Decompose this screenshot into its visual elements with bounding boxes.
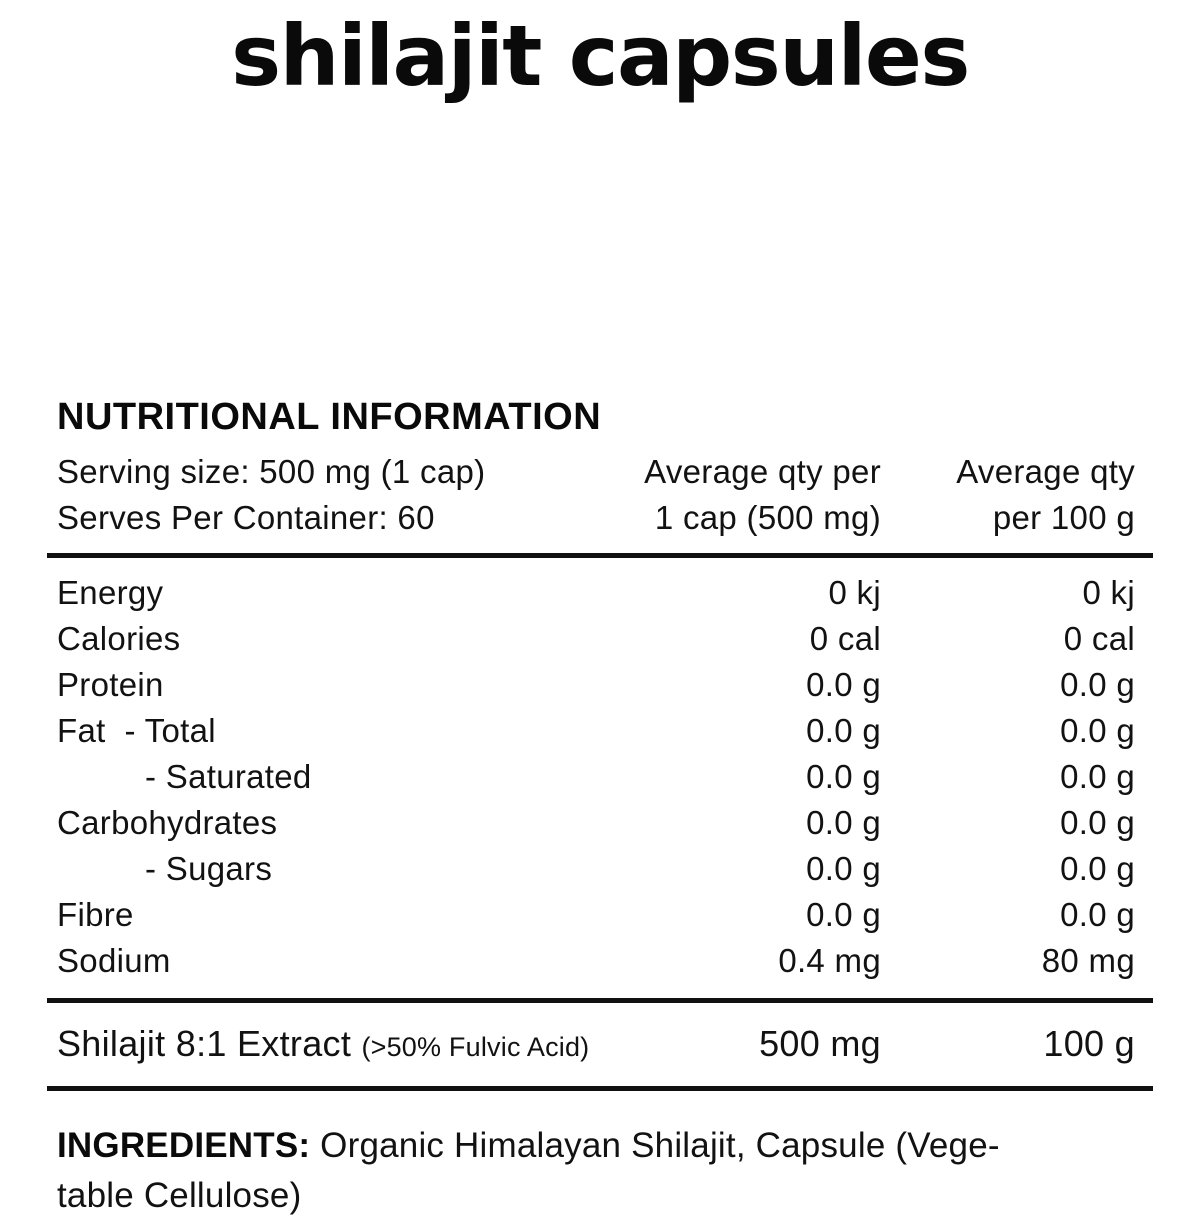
- value-per-100g: 0.0 g: [1060, 850, 1135, 888]
- value-per-serve: 0.0 g: [806, 758, 881, 796]
- table-row-energy: Energy 0 kj 0 kj: [47, 570, 1153, 616]
- value-per-100g: 80 mg: [1041, 942, 1135, 980]
- column-header-per-100g-line1: Average qty: [956, 453, 1135, 491]
- value-per-serve: 0.0 g: [806, 666, 881, 704]
- divider-rule-middle: [47, 998, 1153, 1004]
- table-header: Serving size: 500 mg (1 cap) Serves Per …: [47, 449, 1153, 541]
- nutrient-label: Energy: [57, 574, 164, 612]
- section-title: NUTRITIONAL INFORMATION: [57, 396, 602, 439]
- nutrition-table-body: Energy 0 kj 0 kj Calories 0 cal 0 cal Pr…: [47, 570, 1153, 984]
- value-per-serve: 0.4 mg: [778, 942, 881, 980]
- value-per-100g: 0.0 g: [1060, 804, 1135, 842]
- divider-rule-bottom: [47, 1086, 1153, 1092]
- label-content: NUTRITIONAL INFORMATION Serving size: 50…: [47, 111, 1153, 1221]
- table-row-calories: Calories 0 cal 0 cal: [47, 616, 1153, 662]
- table-row-protein: Protein 0.0 g 0.0 g: [47, 662, 1153, 708]
- nutrient-label: - Saturated: [145, 758, 312, 796]
- nutrient-label: Calories: [57, 620, 181, 658]
- nutrient-label: Sodium: [57, 942, 171, 980]
- nutrient-label: Fat - Total: [57, 712, 216, 750]
- product-title: shilajit capsules: [231, 7, 970, 105]
- nutrient-label: - Sugars: [145, 850, 273, 888]
- extract-label-group: Shilajit 8:1 Extract (>50% Fulvic Acid): [57, 1019, 621, 1072]
- ingredients-text-line1: Organic Himalayan Shilajit, Capsule (Veg…: [310, 1126, 1000, 1166]
- serves-per-container-text: Serves Per Container: 60: [57, 499, 435, 537]
- table-row-shilajit-extract: Shilajit 8:1 Extract (>50% Fulvic Acid) …: [47, 1003, 1153, 1072]
- serving-info: Serving size: 500 mg (1 cap) Serves Per …: [57, 449, 621, 541]
- divider-rule-top: [47, 553, 1153, 559]
- ingredients-label: INGREDIENTS:: [57, 1126, 311, 1166]
- value-per-100g: 0.0 g: [1060, 712, 1135, 750]
- value-per-100g: 0.0 g: [1060, 758, 1135, 796]
- value-per-100g: 0 cal: [1063, 620, 1135, 658]
- value-per-100g: 0.0 g: [1060, 666, 1135, 704]
- value-per-serve: 500 mg: [759, 1023, 881, 1065]
- value-per-serve: 0.0 g: [806, 896, 881, 934]
- column-header-per-serve: Average qty per 1 cap (500 mg): [621, 449, 881, 541]
- serving-size-text: Serving size: 500 mg (1 cap): [57, 453, 486, 491]
- extract-note: (>50% Fulvic Acid): [361, 1032, 590, 1063]
- ingredients-section: INGREDIENTS: Organic Himalayan Shilajit,…: [47, 1121, 1153, 1221]
- nutrient-label: Carbohydrates: [57, 804, 278, 842]
- ingredients-text-line2: table Cellulose): [57, 1176, 302, 1216]
- value-per-serve: 0.0 g: [806, 850, 881, 888]
- table-row-sugars: - Sugars 0.0 g 0.0 g: [47, 846, 1153, 892]
- table-header-row: Serving size: 500 mg (1 cap) Serves Per …: [47, 449, 1153, 541]
- value-per-serve: 0 kj: [828, 574, 881, 612]
- column-header-per-serve-line1: Average qty per: [644, 453, 881, 491]
- table-row-fibre: Fibre 0.0 g 0.0 g: [47, 892, 1153, 938]
- table-row-fat-total: Fat - Total 0.0 g 0.0 g: [47, 708, 1153, 754]
- nutrient-label: Fibre: [57, 896, 134, 934]
- nutrient-label: Protein: [57, 666, 164, 704]
- table-row-sodium: Sodium 0.4 mg 80 mg: [47, 938, 1153, 984]
- value-per-serve: 0 cal: [809, 620, 881, 658]
- column-header-per-100g-line2: per 100 g: [992, 499, 1135, 537]
- value-per-serve: 0.0 g: [806, 712, 881, 750]
- value-per-100g: 0 kj: [1082, 574, 1135, 612]
- column-header-per-serve-line2: 1 cap (500 mg): [654, 499, 881, 537]
- column-header-per-100g: Average qty per 100 g: [881, 449, 1135, 541]
- table-row-fat-saturated: - Saturated 0.0 g 0.0 g: [47, 754, 1153, 800]
- value-per-100g: 0.0 g: [1060, 896, 1135, 934]
- value-per-100g: 100 g: [1043, 1023, 1135, 1065]
- table-row-carbohydrates: Carbohydrates 0.0 g 0.0 g: [47, 800, 1153, 846]
- value-per-serve: 0.0 g: [806, 804, 881, 842]
- extract-label: Shilajit 8:1 Extract: [57, 1023, 352, 1065]
